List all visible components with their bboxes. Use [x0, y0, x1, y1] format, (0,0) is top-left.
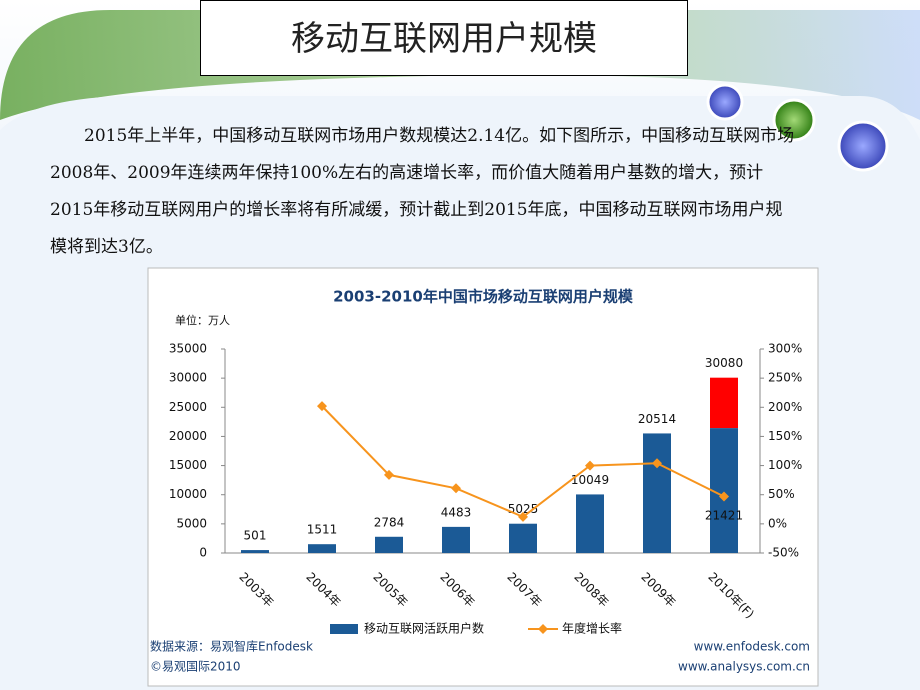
x-tick-label: 2004年 — [303, 570, 343, 610]
website: www.analysys.com.cn — [678, 660, 810, 674]
x-tick-label: 2010年(F) — [705, 570, 756, 621]
y-tick-label: 0 — [199, 546, 207, 560]
value-label: 1511 — [307, 523, 338, 537]
value-label: 2784 — [374, 515, 405, 529]
x-tick-label: 2006年 — [437, 570, 477, 610]
y-tick-label: 35000 — [169, 342, 207, 356]
legend-label: 移动互联网活跃用户数 — [364, 621, 484, 636]
value-label: 10049 — [571, 473, 609, 487]
bar — [442, 526, 470, 553]
marker — [317, 401, 327, 412]
value-label: 501 — [244, 529, 267, 543]
legend-label: 年度增长率 — [562, 621, 622, 636]
legend-marker — [538, 624, 548, 634]
y2-tick-label: 300% — [768, 342, 802, 356]
y-tick-label: 10000 — [169, 487, 207, 501]
website: www.enfodesk.com — [694, 640, 810, 654]
y2-tick-label: 100% — [768, 458, 802, 472]
y-tick-label: 20000 — [169, 429, 207, 443]
y-tick-label: 30000 — [169, 371, 207, 385]
marker — [585, 460, 595, 471]
marker — [384, 469, 394, 480]
legend-swatch — [330, 624, 358, 634]
y2-tick-label: 50% — [768, 487, 795, 501]
bar — [509, 523, 537, 553]
x-tick-label: 2005年 — [370, 570, 410, 610]
bar — [710, 428, 738, 553]
y2-tick-label: 0% — [768, 516, 787, 530]
x-tick-label: 2008年 — [571, 570, 611, 610]
marker — [652, 458, 662, 469]
bar — [375, 536, 403, 553]
bar — [308, 544, 336, 553]
bar — [241, 550, 269, 553]
value-label: 4483 — [441, 505, 472, 519]
source: 数据来源：易观智库Enfodesk — [150, 639, 313, 654]
slide-title: 移动互联网用户规模 — [200, 0, 688, 76]
y2-tick-label: 250% — [768, 371, 802, 385]
value-label: 20514 — [638, 412, 676, 426]
unit-label: 单位：万人 — [175, 313, 230, 327]
bar — [576, 494, 604, 553]
marker — [719, 491, 729, 502]
y-tick-label: 5000 — [176, 516, 207, 530]
marker — [518, 511, 528, 522]
x-tick-label: 2009年 — [638, 570, 678, 610]
y2-tick-label: -50% — [768, 546, 799, 560]
value-label: 30080 — [705, 356, 743, 370]
split-label: 21421 — [705, 509, 743, 523]
y-tick-label: 15000 — [169, 458, 207, 472]
y2-tick-label: 200% — [768, 400, 802, 414]
marker — [451, 483, 461, 494]
bar — [643, 433, 671, 553]
x-tick-label: 2003年 — [236, 570, 276, 610]
copyright: ©易观国际2010 — [150, 660, 241, 674]
y2-tick-label: 150% — [768, 429, 802, 443]
paragraph: 2015年上半年，中国移动互联网市场用户数规模达2.14亿。如下图所示，中国移动… — [50, 126, 795, 257]
x-tick-label: 2007年 — [504, 570, 544, 610]
y-tick-label: 25000 — [169, 400, 207, 414]
chart-title: 2003-2010年中国市场移动互联网用户规模 — [333, 288, 634, 306]
bar-forecast — [710, 377, 738, 429]
